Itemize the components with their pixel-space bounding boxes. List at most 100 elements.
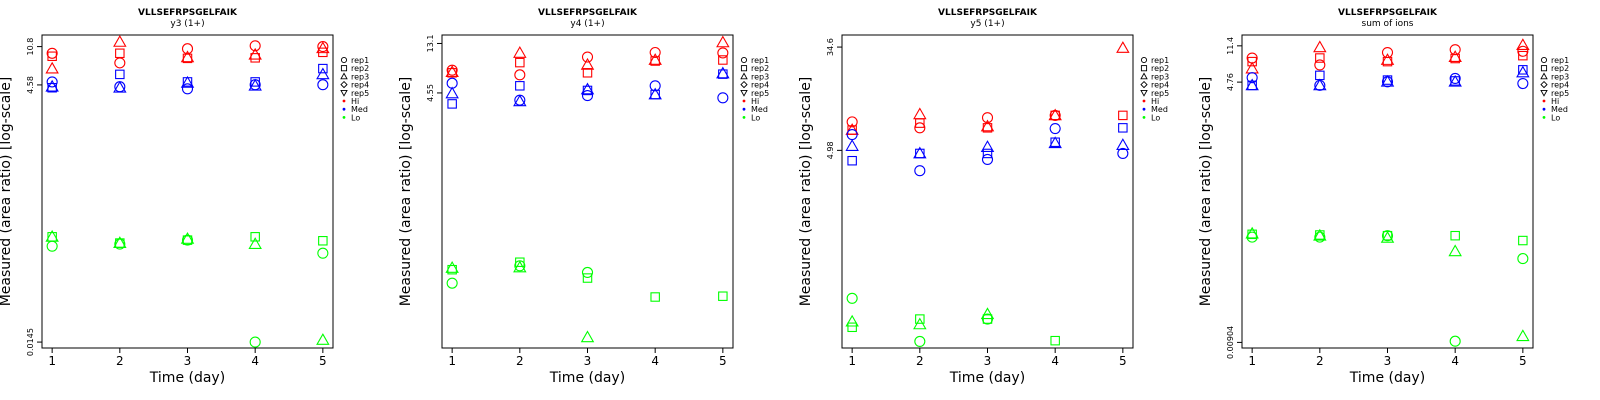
data-point-lo-triangle-up [445,261,459,273]
legend-marker-lo [742,116,746,119]
legend-marker-rep3 [1540,72,1548,80]
data-point-med-triangle-up [248,78,262,91]
data-point-hi-circle [514,69,526,81]
data-point-med-square [447,99,457,109]
legend-marker-rep2 [340,65,348,72]
legend-marker-rep4 [340,80,348,89]
x-tick-label: 4 [1051,354,1059,368]
data-point-lo-triangle-up [1380,230,1395,243]
data-point-hi-triangle-up [113,34,127,47]
x-tick-label: 1 [1248,354,1256,368]
y-tick-label: 11.4 [1226,37,1235,55]
y-tick-label: 4.58 [26,76,35,94]
data-point-med-square [718,69,728,79]
data-point-med-triangle-up [513,94,527,107]
y-tick-label: 0.00904 [1226,326,1235,359]
legend-label: rep1 [351,56,369,65]
x-tick-label: 2 [116,354,124,368]
data-point-lo-square [582,273,593,283]
data-point-hi-triangle-up [716,35,730,48]
legend-marker-rep5 [1140,89,1148,97]
legend-marker-hi [342,99,346,103]
legend-marker-rep4 [1540,80,1548,89]
data-point-hi-circle [717,47,729,59]
data-point-med-square [847,155,857,166]
data-point-med-square [1118,123,1128,133]
data-point-hi-circle [846,116,858,128]
data-point-lo-triangle-up [913,317,927,330]
data-point-med-circle [181,83,194,95]
plot-frame [41,34,334,349]
legend-label: rep2 [751,64,769,73]
data-point-lo-square [1450,230,1460,241]
data-point-med-triangle-up [180,75,195,88]
data-point-lo-triangle-up [248,237,262,249]
x-tick-label: 5 [1519,354,1527,368]
data-point-lo-circle [249,336,261,348]
data-point-med-circle [717,92,729,104]
data-point-hi-triangle-up [45,61,59,74]
data-point-hi-square [1518,50,1528,61]
legend-marker-med [1542,107,1546,111]
data-point-lo-circle [914,335,926,347]
data-point-lo-square [515,257,525,267]
chart-title: VLLSEFRPSGELFAIK [138,8,238,18]
x-tick-label: 1 [48,354,56,368]
data-point-hi-triangle-up [845,123,859,135]
data-point-lo-triangle-up [1448,244,1462,257]
legend-marker-med [742,107,746,111]
data-point-med-triangle-up [1116,138,1130,150]
data-point-lo-triangle-up [316,333,330,345]
data-point-lo-triangle-up [1245,226,1259,239]
data-point-hi-triangle-up [913,107,927,120]
data-point-hi-square [115,48,125,59]
legend-marker-rep5 [340,89,348,97]
x-tick-label: 3 [984,354,992,368]
legend-label: rep1 [751,56,769,65]
legend-marker-rep5 [1540,89,1548,97]
data-point-med-triangle-up [45,79,59,92]
data-point-hi-triangle-up [1380,53,1395,65]
y-axis-label: Measured (area ratio) [log-scale] [1198,77,1214,307]
data-point-hi-square [1315,53,1325,63]
data-point-hi-triangle-up [513,46,527,58]
legend-label: Med [751,105,768,114]
data-point-lo-circle [1314,231,1326,243]
data-point-med-circle [581,90,594,102]
data-point-hi-circle [114,57,126,69]
x-tick-label: 1 [848,354,856,368]
data-point-med-triangle-up [580,82,595,95]
data-point-lo-circle [1381,230,1394,242]
data-point-hi-triangle-up [580,57,595,70]
data-point-hi-triangle-up [180,50,195,63]
legend-marker-rep2 [1140,65,1148,72]
legend-label: rep4 [751,81,769,90]
legend-label: rep5 [351,89,369,98]
data-point-lo-triangle-up [45,229,59,242]
legend-label: Lo [351,113,360,122]
data-point-lo-square [847,322,857,333]
data-point-hi-square [582,68,593,78]
data-point-hi-square [1247,56,1257,67]
data-point-hi-circle [1449,44,1461,56]
legend-marker-lo [342,116,346,119]
data-point-hi-triangle-up [1516,38,1530,51]
data-point-med-triangle-up [1380,74,1395,87]
legend-label: rep5 [1151,89,1169,98]
data-point-lo-square [650,292,660,302]
data-point-hi-triangle-up [445,65,459,78]
legend-label: Hi [751,97,759,106]
x-tick-label: 3 [584,354,592,368]
chart-subtitle: sum of ions [1362,19,1414,29]
x-axis-label: Time (day) [549,370,625,386]
y-tick-label: 13.1 [426,35,435,53]
legend-marker-med [1142,107,1146,111]
legend-label: Hi [351,97,359,106]
legend-label: rep3 [1151,72,1169,81]
y-tick-label: 34.6 [826,38,835,56]
data-point-hi-circle [649,46,661,59]
data-point-lo-triangle-up [180,231,195,244]
data-point-hi-circle [1517,45,1529,57]
